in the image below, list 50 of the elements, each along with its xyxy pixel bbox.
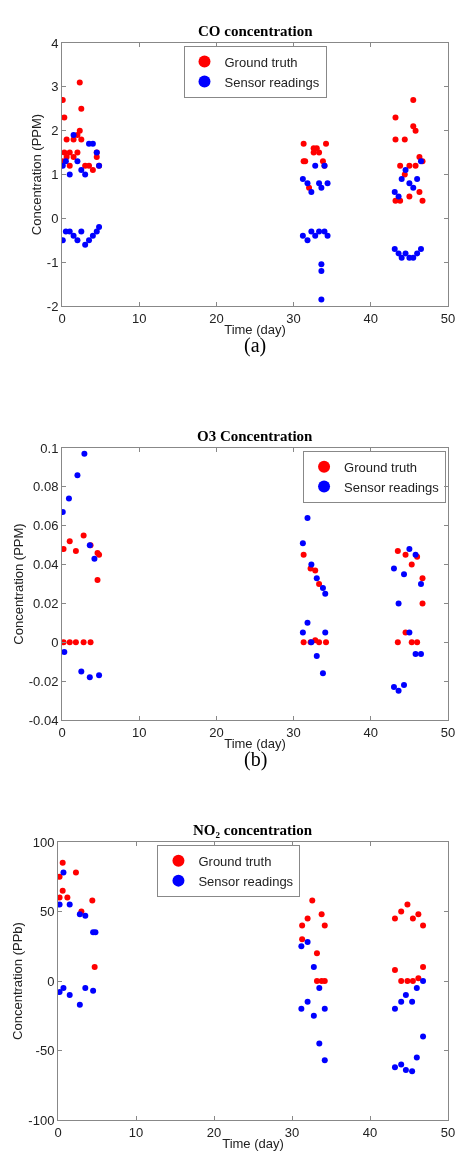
- y-tick-label: 1: [51, 167, 59, 183]
- y-tick-label: -0.02: [28, 673, 59, 689]
- x-tick-label: 10: [131, 310, 147, 326]
- chart-title: NO₂ concentration: [193, 822, 313, 838]
- legend-label: Ground truth: [344, 459, 418, 475]
- y-tick-label: 0.02: [33, 595, 59, 611]
- y-tick-label: 0: [51, 634, 59, 650]
- y-tick-label: 0.06: [33, 518, 59, 534]
- chart-title: O3 Concentration: [197, 428, 314, 444]
- y-tick-label: 0: [51, 210, 59, 226]
- y-tick-label: -2: [46, 298, 59, 314]
- y-tick-label: 50: [39, 904, 55, 920]
- y-axis-title: Concentration (PPM): [10, 523, 26, 645]
- x-tick-label: 30: [286, 310, 301, 326]
- y-tick-label: -50: [35, 1043, 55, 1059]
- x-tick-label: 30: [286, 724, 301, 740]
- y-tick-label: -0.04: [28, 712, 59, 728]
- legend-label: Sensor readings: [224, 74, 320, 90]
- x-tick-label: 40: [362, 1124, 378, 1140]
- x-tick-label: 50: [440, 1124, 456, 1140]
- x-tick-label: 50: [440, 724, 456, 740]
- y-axis-title: Concentration (PPM): [28, 113, 44, 236]
- x-tick-label: 20: [206, 1124, 222, 1140]
- y-tick-label: 0: [47, 973, 55, 989]
- y-tick-label: 3: [51, 79, 59, 95]
- x-tick-label: 40: [363, 724, 379, 740]
- y-tick-label: 2: [51, 123, 59, 139]
- x-tick-label: 20: [209, 724, 224, 740]
- legend-label: Sensor readings: [198, 873, 294, 889]
- legend-label: Ground truth: [224, 54, 298, 70]
- y-axis-title: Concentration (PPb): [10, 922, 26, 1040]
- legend-label: Sensor readings: [344, 479, 440, 495]
- y-tick-label: 100: [32, 834, 55, 850]
- x-tick-label: 50: [440, 310, 456, 326]
- x-axis-title: Time (day): [224, 736, 286, 752]
- x-tick-label: 10: [128, 1124, 144, 1140]
- y-tick-label: 0.04: [33, 557, 59, 573]
- y-tick-label: 4: [51, 35, 59, 51]
- chart-title: CO concentration: [198, 23, 314, 39]
- y-tick-label: -1: [46, 254, 59, 270]
- y-tick-label: -100: [28, 1112, 55, 1128]
- x-axis-title: Time (day): [224, 322, 286, 338]
- x-axis-title: Time (day): [222, 1136, 284, 1152]
- x-tick-label: 10: [131, 724, 147, 740]
- y-tick-label: 0.08: [33, 479, 59, 495]
- x-tick-label: 30: [284, 1124, 300, 1140]
- legend-label: Ground truth: [198, 853, 272, 869]
- y-tick-label: 0.1: [40, 440, 59, 456]
- x-tick-label: 20: [209, 310, 224, 326]
- x-tick-label: 40: [363, 310, 379, 326]
